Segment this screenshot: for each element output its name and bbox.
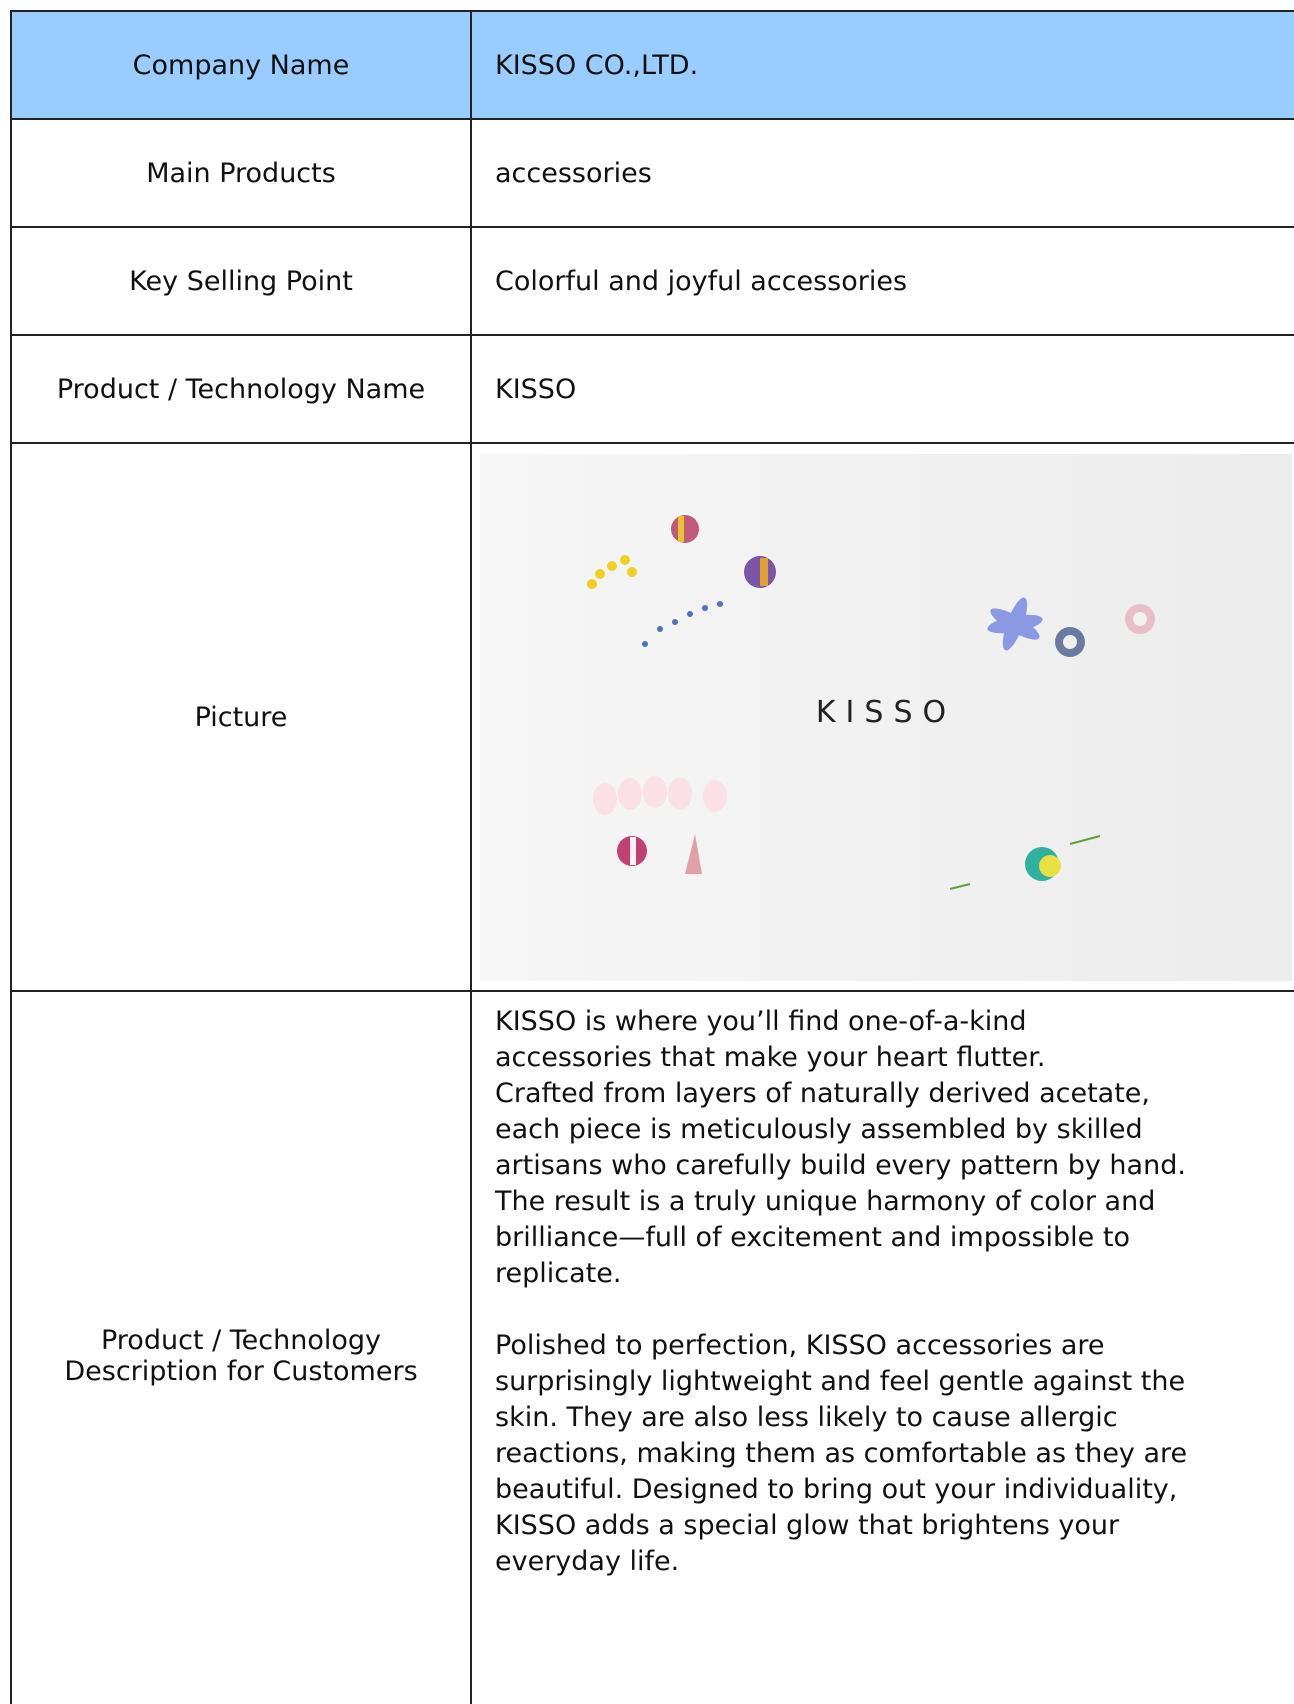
- value-cell: KISSO: [470, 334, 1294, 442]
- label-cell: Key Selling Point: [10, 226, 470, 334]
- description-line: each piece is meticulously assembled by …: [495, 1114, 1143, 1145]
- row-value: KISSO CO.,LTD.: [495, 49, 699, 81]
- product-picture: KISSO: [480, 454, 1292, 981]
- value-cell: KISSO CO.,LTD.: [470, 10, 1294, 118]
- row-label: Product / Technology Description for Cus…: [64, 1325, 418, 1387]
- description-line: surprisingly lightweight and feel gentle…: [495, 1366, 1186, 1397]
- row-value: Colorful and joyful accessories: [495, 265, 908, 297]
- description-line: replicate.: [495, 1258, 622, 1289]
- description-line: artisans who carefully build every patte…: [495, 1150, 1186, 1181]
- description-line: reactions, making them as comfortable as…: [495, 1438, 1188, 1469]
- description-line: skin. They are also less likely to cause…: [495, 1402, 1118, 1433]
- description-line: beautiful. Designed to bring out your in…: [495, 1474, 1178, 1505]
- row-value: KISSO: [495, 373, 577, 405]
- row-label: Company Name: [132, 49, 350, 81]
- row-label: Key Selling Point: [129, 265, 353, 297]
- label-cell: Product / Technology Description for Cus…: [10, 990, 470, 1704]
- picture-logo-text: KISSO: [816, 695, 956, 730]
- label-cell: Company Name: [10, 10, 470, 118]
- row-label: Picture: [194, 701, 288, 733]
- value-cell: Colorful and joyful accessories: [470, 226, 1294, 334]
- description-line: KISSO is where you’ll find one-of-a-kind: [495, 1006, 1027, 1037]
- row-label: Main Products: [146, 157, 336, 189]
- value-cell: accessories: [470, 118, 1294, 226]
- label-cell: Picture: [10, 442, 470, 990]
- row-value: accessories: [495, 157, 652, 189]
- description-line: everyday life.: [495, 1546, 680, 1577]
- description-paragraph: KISSO is where you’ll find one-of-a-kind…: [495, 1004, 1294, 1292]
- row-label: Product / Technology Name: [56, 373, 426, 405]
- value-cell: KISSO: [470, 442, 1294, 990]
- description-line: KISSO adds a special glow that brightens…: [495, 1510, 1120, 1541]
- label-cell: Main Products: [10, 118, 470, 226]
- description-line: Polished to perfection, KISSO accessorie…: [495, 1330, 1105, 1361]
- description-line: accessories that make your heart flutter…: [495, 1042, 1046, 1073]
- label-cell: Product / Technology Name: [10, 334, 470, 442]
- description-line: brilliance—full of excitement and imposs…: [495, 1222, 1130, 1253]
- description-line: Crafted from layers of naturally derived…: [495, 1078, 1151, 1109]
- description-paragraph: Polished to perfection, KISSO accessorie…: [495, 1328, 1294, 1580]
- value-cell: KISSO is where you’ll find one-of-a-kind…: [470, 990, 1294, 1704]
- description-line: The result is a truly unique harmony of …: [495, 1186, 1156, 1217]
